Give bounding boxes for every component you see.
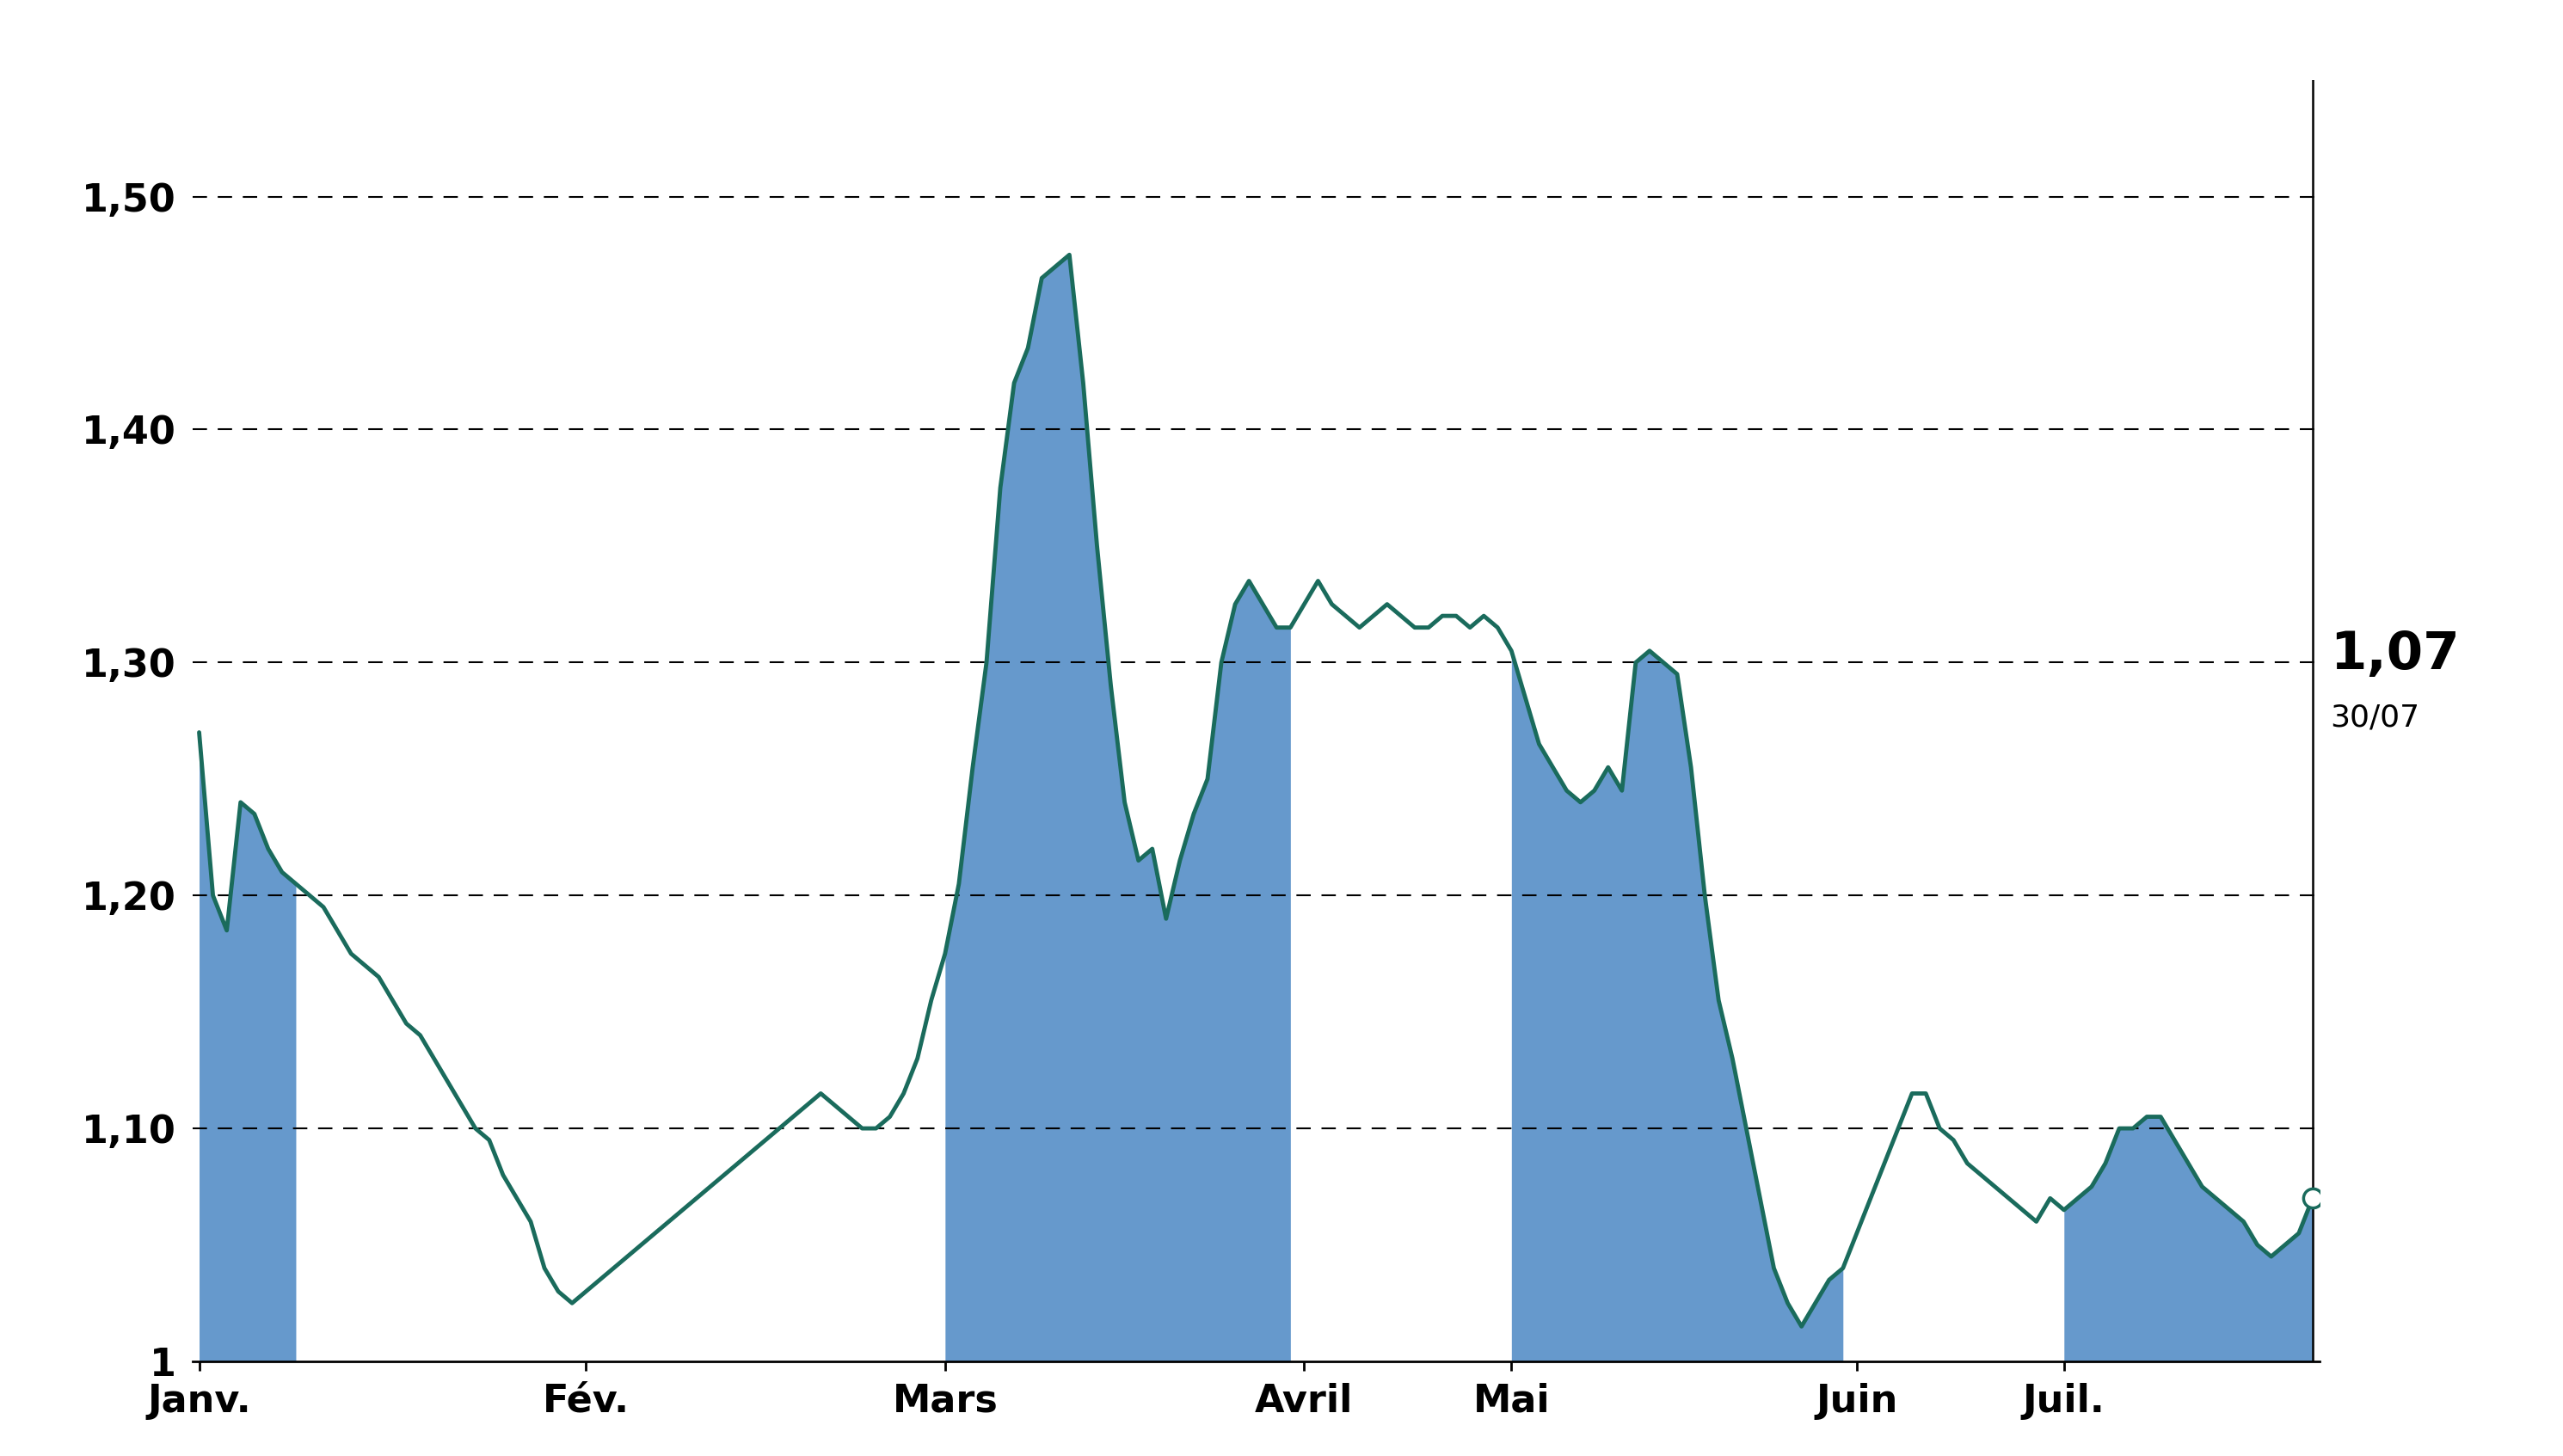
Text: 1,07: 1,07 xyxy=(2330,630,2460,680)
Text: TRANSGENE: TRANSGENE xyxy=(956,3,1607,96)
Text: 30/07: 30/07 xyxy=(2330,703,2419,732)
